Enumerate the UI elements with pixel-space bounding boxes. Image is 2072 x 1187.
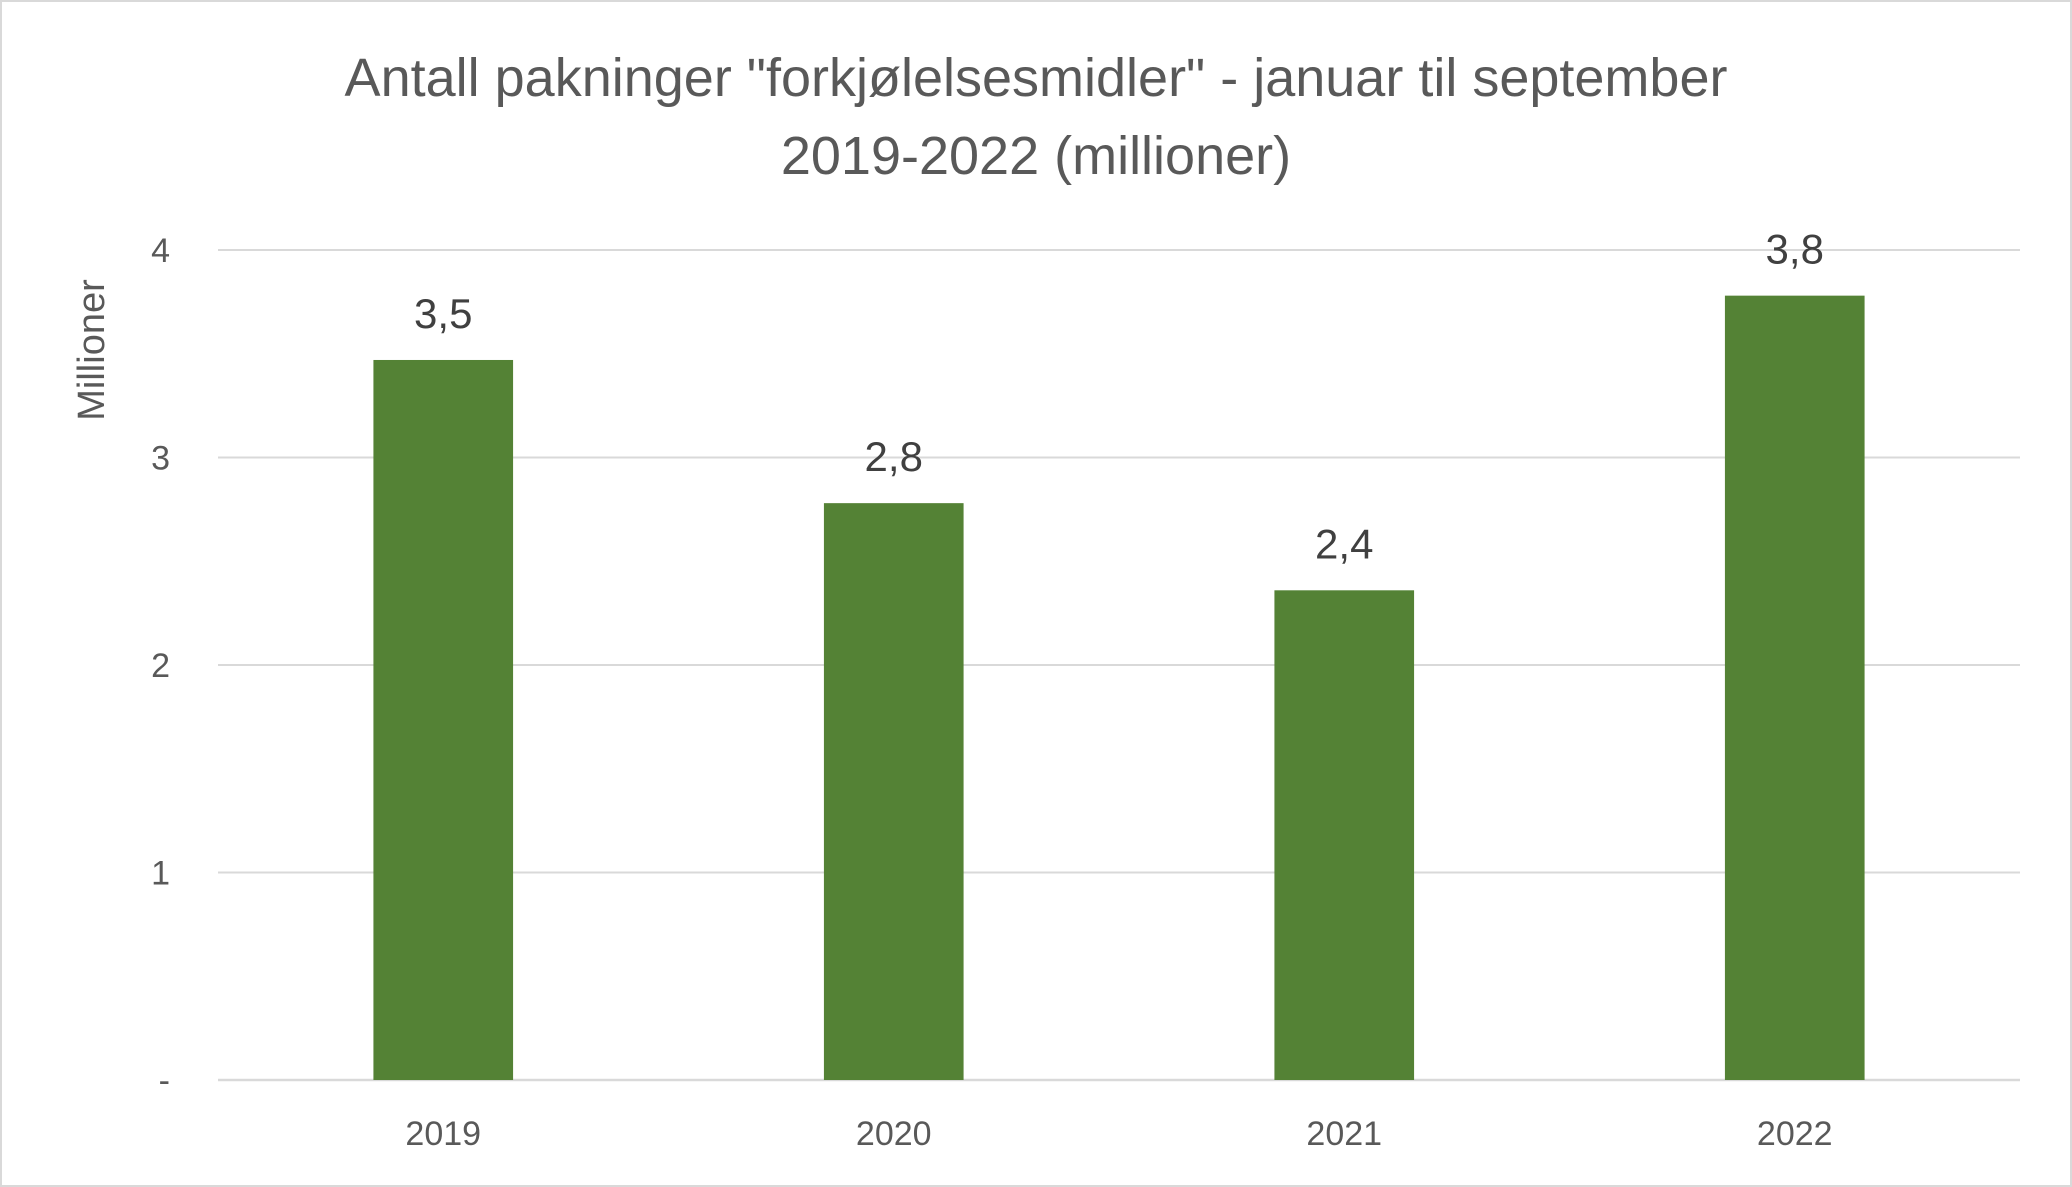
x-tick-label-2019: 2019 [405, 1115, 481, 1153]
data-label-2019: 3,5 [414, 290, 472, 337]
chart-title-line-1: Antall pakninger "forkjølelsesmidler" - … [345, 48, 1728, 108]
data-label-2021: 2,4 [1315, 520, 1373, 567]
x-tick-label-2020: 2020 [856, 1115, 932, 1153]
data-label-2020: 2,8 [865, 433, 923, 480]
y-tick-label: 3 [151, 440, 170, 478]
y-tick-label: - [159, 1062, 170, 1100]
x-tick-label-2021: 2021 [1306, 1115, 1382, 1153]
y-axis-title: Millioner [71, 279, 113, 421]
gridlines [218, 249, 2020, 1082]
bars [373, 295, 1865, 1081]
y-tick-label: 4 [151, 232, 170, 270]
bar-2019 [373, 359, 514, 1081]
data-label-2022: 3,8 [1766, 226, 1824, 273]
y-tick-label: 1 [151, 855, 170, 893]
bar-2021 [1274, 590, 1415, 1080]
bar-2022 [1724, 295, 1865, 1080]
x-tick-label-2022: 2022 [1757, 1115, 1833, 1153]
x-axis-categories: 2019 2020 2021 2022 [405, 1115, 1832, 1153]
y-axis-ticks: - 1 2 3 4 [151, 232, 170, 1100]
chart-title-line-2: 2019-2022 (millioner) [781, 126, 1291, 186]
bar-2020 [823, 503, 964, 1080]
data-labels: 3,5 2,8 2,4 3,8 [414, 226, 1824, 568]
y-tick-label: 2 [151, 647, 170, 685]
